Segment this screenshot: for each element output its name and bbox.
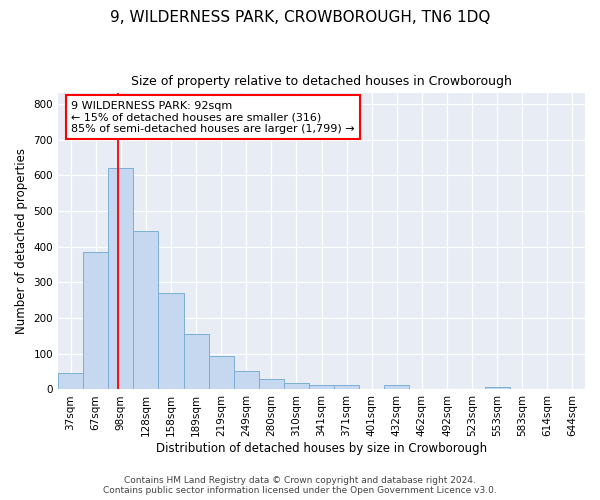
Title: Size of property relative to detached houses in Crowborough: Size of property relative to detached ho… [131, 75, 512, 88]
Text: 9 WILDERNESS PARK: 92sqm
← 15% of detached houses are smaller (316)
85% of semi-: 9 WILDERNESS PARK: 92sqm ← 15% of detach… [71, 100, 355, 134]
X-axis label: Distribution of detached houses by size in Crowborough: Distribution of detached houses by size … [156, 442, 487, 455]
Bar [108, 168, 133, 390]
Bar [133, 230, 158, 390]
Text: 9, WILDERNESS PARK, CROWBOROUGH, TN6 1DQ: 9, WILDERNESS PARK, CROWBOROUGH, TN6 1DQ [110, 10, 490, 25]
Bar [284, 383, 309, 390]
Bar [334, 385, 359, 390]
Bar [485, 386, 510, 390]
Bar [209, 356, 233, 390]
Y-axis label: Number of detached properties: Number of detached properties [15, 148, 28, 334]
Bar [158, 293, 184, 390]
Text: Contains HM Land Registry data © Crown copyright and database right 2024.
Contai: Contains HM Land Registry data © Crown c… [103, 476, 497, 495]
Bar [184, 334, 209, 390]
Bar [233, 371, 259, 390]
Bar [309, 385, 334, 390]
Bar [384, 385, 409, 390]
Bar [58, 374, 83, 390]
Bar [83, 252, 108, 390]
Bar [259, 379, 284, 390]
